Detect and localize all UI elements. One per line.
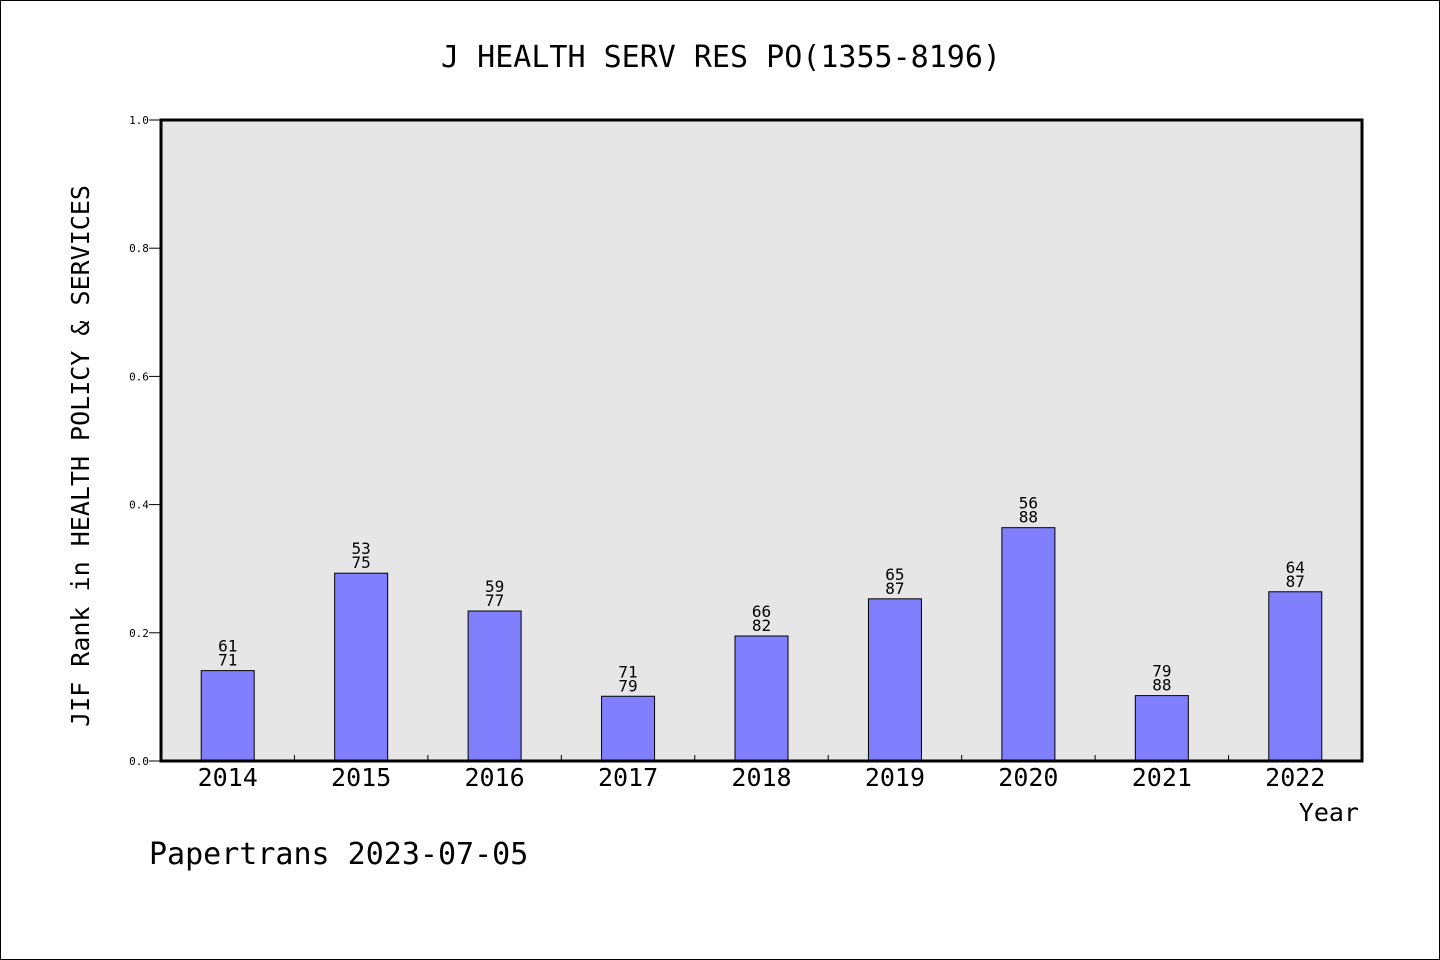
x-tick-label: 2014 xyxy=(198,763,258,792)
bar-rank-label: 59 xyxy=(485,577,504,596)
bar-2014 xyxy=(200,670,255,762)
bars-group xyxy=(200,527,1323,762)
x-axis: 2014 2015 2016 2017 2018 2019 2020 2021 2022 xyxy=(198,755,1325,792)
bar-2017 xyxy=(601,695,656,762)
bar-total-label: 79 xyxy=(618,676,637,695)
bar-2015 xyxy=(334,572,389,762)
x-tick-label: 2022 xyxy=(1265,763,1325,792)
bar-total-label: 88 xyxy=(1152,676,1171,695)
y-axis-label: JIF Rank in HEALTH POLICY & SERVICES xyxy=(66,185,95,727)
bar-2016 xyxy=(467,610,522,762)
y-tick-label: 0.8 xyxy=(129,242,149,255)
bar-2020 xyxy=(1001,527,1056,762)
bar-rank-label: 61 xyxy=(218,637,237,656)
bar-total-label: 75 xyxy=(352,553,371,572)
bar-rank-label: 64 xyxy=(1286,558,1305,577)
y-axis: 0.0 0.2 0.4 0.6 0.8 1.0 xyxy=(129,114,161,768)
bar-rank-label: 71 xyxy=(618,662,637,681)
bar-total-label: 77 xyxy=(485,591,504,610)
x-tick-label: 2019 xyxy=(865,763,925,792)
y-tick-label: 0.0 xyxy=(129,755,149,768)
x-tick-label: 2016 xyxy=(465,763,525,792)
bar-total-label: 88 xyxy=(1019,508,1038,527)
x-axis-label: Year xyxy=(1299,798,1359,827)
bar-2018 xyxy=(734,635,789,762)
bar-rank-label: 79 xyxy=(1152,662,1171,681)
bar-total-label: 71 xyxy=(218,651,237,670)
chart-title: J HEALTH SERV RES PO(1355-8196) xyxy=(441,40,1001,75)
bar-2019 xyxy=(867,598,922,762)
x-tick-label: 2017 xyxy=(598,763,658,792)
x-tick-label: 2020 xyxy=(998,763,1058,792)
y-tick-label: 0.2 xyxy=(129,627,149,640)
bar-total-label: 87 xyxy=(885,579,904,598)
y-tick-label: 1.0 xyxy=(129,114,149,127)
x-tick-label: 2018 xyxy=(731,763,791,792)
y-tick-label: 0.4 xyxy=(129,499,149,512)
bar-rank-label: 53 xyxy=(352,539,371,558)
bar-rank-label: 66 xyxy=(752,602,771,621)
bar-total-label: 82 xyxy=(752,616,771,635)
y-tick-label: 0.6 xyxy=(129,370,149,383)
x-tick-label: 2021 xyxy=(1132,763,1192,792)
plot-frame xyxy=(159,118,1364,763)
watermark-text: Papertrans 2023-07-05 xyxy=(149,837,528,872)
bar-2022 xyxy=(1268,591,1323,762)
bar-total-label: 87 xyxy=(1286,572,1305,591)
bar-2021 xyxy=(1134,695,1189,762)
bar-rank-label: 56 xyxy=(1019,494,1038,513)
bar-rank-label: 65 xyxy=(885,565,904,584)
x-tick-label: 2015 xyxy=(331,763,391,792)
